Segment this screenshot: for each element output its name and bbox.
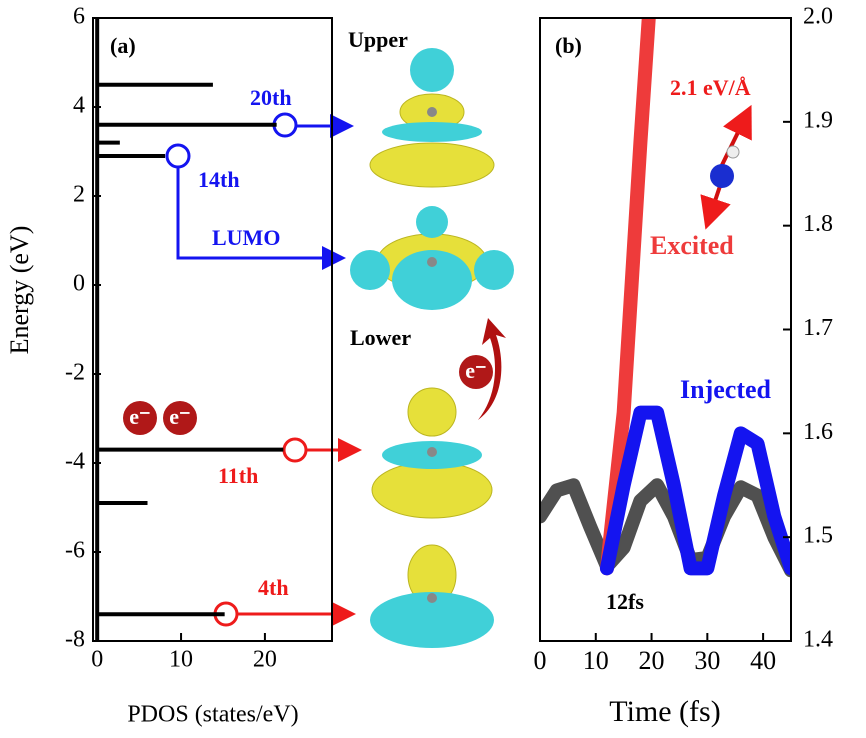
y-tick-label: 1.9 [803,107,833,133]
marker-circle [165,143,191,169]
x-axis-title: PDOS (states/eV) [127,702,298,728]
annotation: Upper [348,27,408,52]
series-line [540,478,791,578]
annotation: 2.1 eV/Å [670,75,751,100]
molecule-lumo [350,206,514,310]
y-tick-label: 0 [73,271,85,297]
series-line [599,18,656,576]
excitation-arrow [478,318,506,420]
molecule-4th [370,544,494,648]
atom-n [710,164,734,188]
y-tick-label: 4 [73,93,85,119]
y-tick-label: -2 [65,360,85,386]
x-tick-label: 0 [91,647,103,673]
molecule-upper [369,48,495,188]
x-tick-label: 10 [169,647,193,673]
x-tick-label: 0 [534,646,547,675]
y-tick-label: -4 [65,449,85,475]
annotation: 12fs [606,589,644,614]
electron [163,401,197,435]
y-tick-label: 1.7 [803,315,833,341]
annotation: Lower [350,325,411,350]
x-tick-label: 10 [583,646,609,675]
x-tick-label: 20 [253,647,277,673]
panel-label: (b) [555,33,582,58]
x-axis-title: Time (fs) [609,695,720,728]
electron [123,401,157,435]
plot-frame [92,17,333,642]
marker-circle [272,112,298,138]
electron [459,355,493,389]
marker-circle [282,437,308,463]
y-tick-label: 1.4 [803,627,833,653]
arrow [176,168,346,270]
y-tick-label: -8 [65,627,85,653]
panel-label: (a) [110,33,136,58]
y-tick-label: 2.0 [803,4,833,30]
x-tick-label: 30 [694,646,720,675]
y-tick-label: 2 [73,182,85,208]
annotation: 14th [198,167,240,192]
y-tick-label: 6 [73,4,85,30]
annotation: LUMO [212,225,280,250]
annotation: 4th [258,575,289,600]
series-label: Injected [680,375,772,404]
annotation: e⁻ [465,358,486,383]
y-tick-label: 1.8 [803,211,833,237]
y-axis-title: Energy (eV) [5,226,34,355]
y-tick-label: 1.6 [803,419,833,445]
atom-h [726,145,740,159]
molecule-11th [371,387,493,519]
x-tick-label: 40 [750,646,776,675]
series-line [599,405,791,576]
annotation: e⁻ [129,404,150,429]
series-label: Excited [650,231,734,260]
annotation: 20th [250,85,292,110]
force-arrow [720,104,752,166]
annotation: 11th [218,463,258,488]
plot-frame [539,17,792,642]
annotation: e⁻ [169,404,190,429]
plot-area [540,18,791,578]
y-tick-label: 1.5 [803,523,833,549]
y-tick-label: -6 [65,538,85,564]
x-tick-label: 20 [639,646,665,675]
